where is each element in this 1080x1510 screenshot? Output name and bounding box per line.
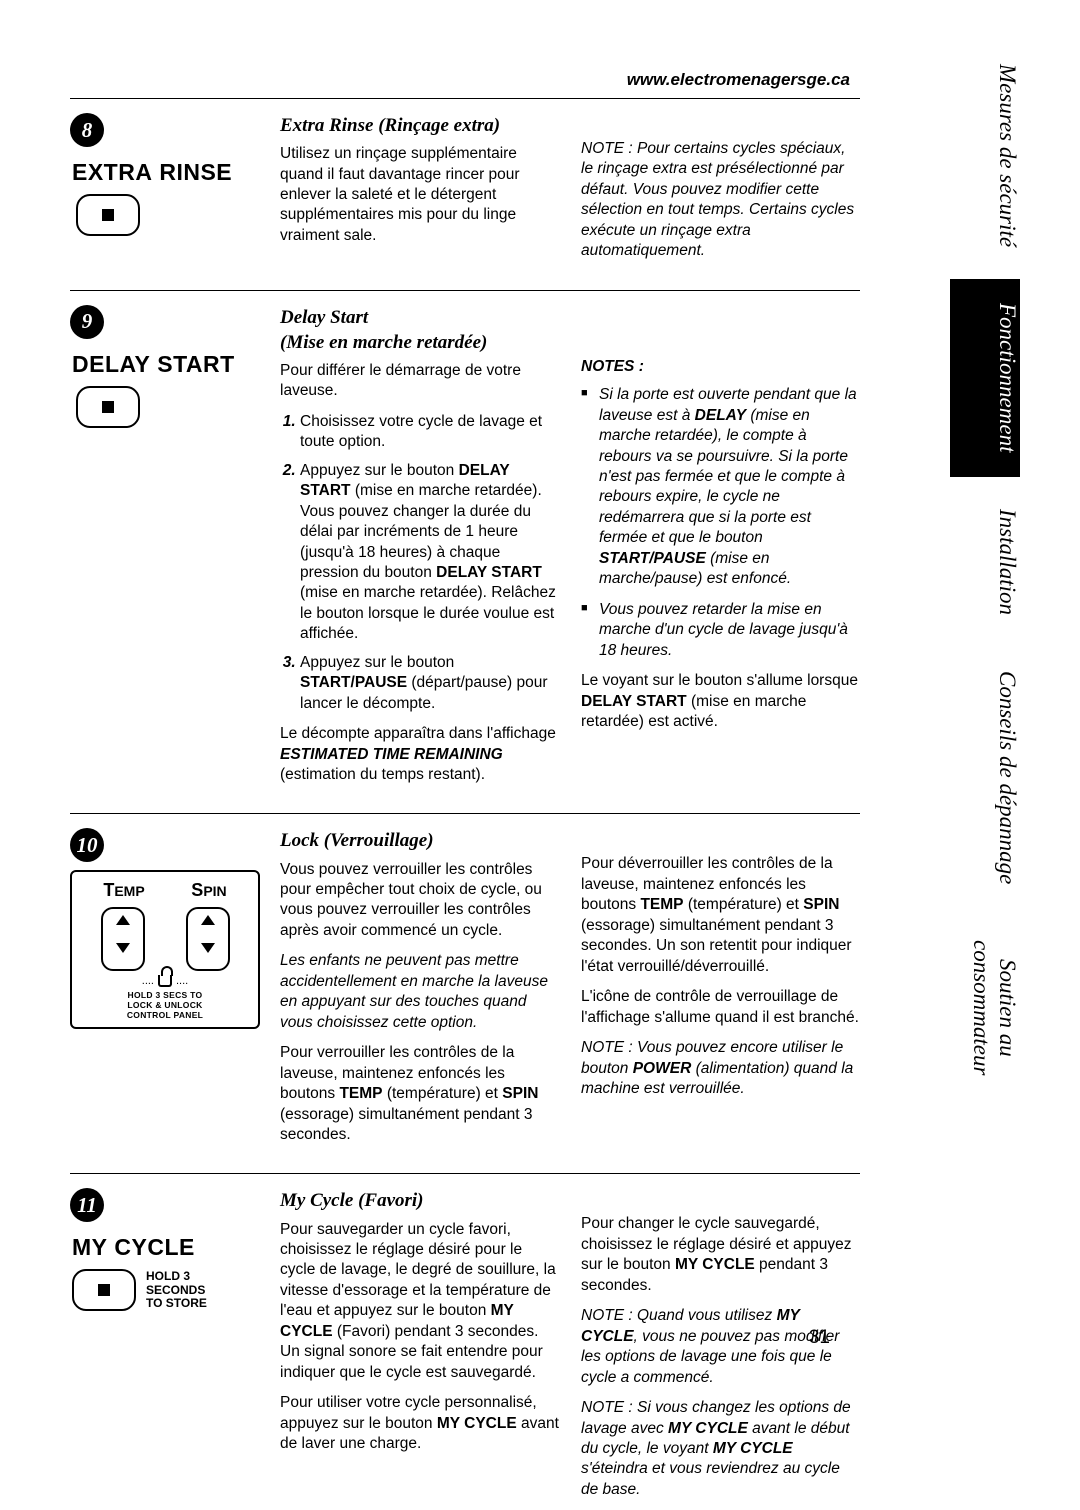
tab-soutien[interactable]: Soutien au consommateur <box>950 916 1020 1099</box>
section-lock: 10 TEMP SPIN ........ HOLD 3 SECS TOLOCK… <box>70 813 860 1155</box>
label-extra-rinse: EXTRA RINSE <box>72 159 280 186</box>
section-my-cycle: 11 MY CYCLE HOLD 3SECONDSTO STORE My Cyc… <box>70 1173 860 1510</box>
my-cycle-caption: HOLD 3SECONDSTO STORE <box>146 1270 207 1311</box>
list-item: Appuyez sur le bouton START/PAUSE (dépar… <box>300 653 559 714</box>
list-item: Si la porte est ouverte pendant que la l… <box>581 385 860 590</box>
text-mc-p1: Pour sauvegarder un cycle favori, choisi… <box>280 1220 559 1384</box>
lock-icon <box>158 975 172 987</box>
step-number-9: 9 <box>70 305 104 339</box>
note-lock: NOTE : Vous pouvez encore utiliser le bo… <box>581 1038 860 1099</box>
text-lock-p4: Pour déverrouiller les contrôles de la l… <box>581 854 860 977</box>
text-delay-countdown: Le décompte apparaîtra dans l'affichage … <box>280 724 559 785</box>
button-graphic-my-cycle <box>72 1269 136 1311</box>
text-lock-p3: Pour verrouiller les contrôles de la lav… <box>280 1043 559 1145</box>
heading-my-cycle: My Cycle (Favori) <box>280 1188 559 1213</box>
header-url: www.electromenagersge.ca <box>627 70 850 90</box>
label-temp: TEMP <box>103 880 144 901</box>
label-delay-start: DELAY START <box>72 351 280 378</box>
text-delay-indicator: Le voyant sur le bouton s'allume lorsque… <box>581 671 860 732</box>
section-extra-rinse: 8 EXTRA RINSE Extra Rinse (Rinçage extra… <box>70 98 860 272</box>
spin-button-graphic <box>186 907 230 971</box>
note-mc-2: NOTE : Si vous changez les options de la… <box>581 1398 860 1500</box>
text-extra-rinse-desc: Utilisez un rinçage supplémentaire quand… <box>280 144 559 246</box>
list-item: Appuyez sur le bouton DELAY START (mise … <box>300 461 559 645</box>
text-lock-p1: Vous pouvez verrouiller les contrôles po… <box>280 860 559 942</box>
lock-panel-graphic: TEMP SPIN ........ HOLD 3 SECS TOLOCK & … <box>70 870 260 1028</box>
tab-installation[interactable]: Installation <box>950 485 1020 639</box>
list-item: Choisissez votre cycle de lavage et tout… <box>300 412 559 453</box>
label-my-cycle: MY CYCLE <box>72 1234 280 1261</box>
tab-securite[interactable]: Mesures de sécurité <box>950 40 1020 271</box>
tab-fonctionnement[interactable]: Fonctionnement <box>950 279 1020 476</box>
sidebar-tabs: Mesures de sécurité Fonctionnement Insta… <box>950 40 1020 1340</box>
button-graphic-delay-start <box>76 386 140 428</box>
lock-caption: HOLD 3 SECS TOLOCK & UNLOCKCONTROL PANEL <box>80 991 250 1020</box>
heading-extra-rinse: Extra Rinse (Rinçage extra) <box>280 113 559 138</box>
notes-heading: NOTES : <box>581 357 860 377</box>
list-item: Vous pouvez retarder la mise en marche d… <box>581 600 860 661</box>
temp-button-graphic <box>101 907 145 971</box>
heading-lock: Lock (Verrouillage) <box>280 828 559 853</box>
label-spin: SPIN <box>191 880 226 901</box>
text-delay-intro: Pour différer le démarrage de votre lave… <box>280 361 559 402</box>
text-mc-p2: Pour utiliser votre cycle personnalisé, … <box>280 1393 559 1454</box>
step-number-11: 11 <box>70 1188 104 1222</box>
notes-list: Si la porte est ouverte pendant que la l… <box>581 385 860 661</box>
text-mc-p3: Pour changer le cycle sauvegardé, choisi… <box>581 1214 860 1296</box>
note-extra-rinse: NOTE : Pour certains cycles spéciaux, le… <box>581 139 860 262</box>
text-lock-p5: L'icône de contrôle de verrouillage de l… <box>581 987 860 1028</box>
heading-delay-start: Delay Start(Mise en marche retardée) <box>280 305 559 355</box>
tab-depannage[interactable]: Conseils de dépannage <box>950 647 1020 908</box>
section-delay-start: 9 DELAY START Delay Start(Mise en marche… <box>70 290 860 796</box>
list-delay-steps: Choisissez votre cycle de lavage et tout… <box>280 412 559 714</box>
button-graphic-extra-rinse <box>76 194 140 236</box>
text-lock-p2: Les enfants ne peuvent pas mettre accide… <box>280 951 559 1033</box>
tab-soutien-b: consommateur <box>968 940 994 1075</box>
step-number-8: 8 <box>70 113 104 147</box>
page-number: 31 <box>809 1327 830 1349</box>
step-number-10: 10 <box>70 828 104 862</box>
tab-soutien-a: Soutien au <box>994 940 1020 1075</box>
